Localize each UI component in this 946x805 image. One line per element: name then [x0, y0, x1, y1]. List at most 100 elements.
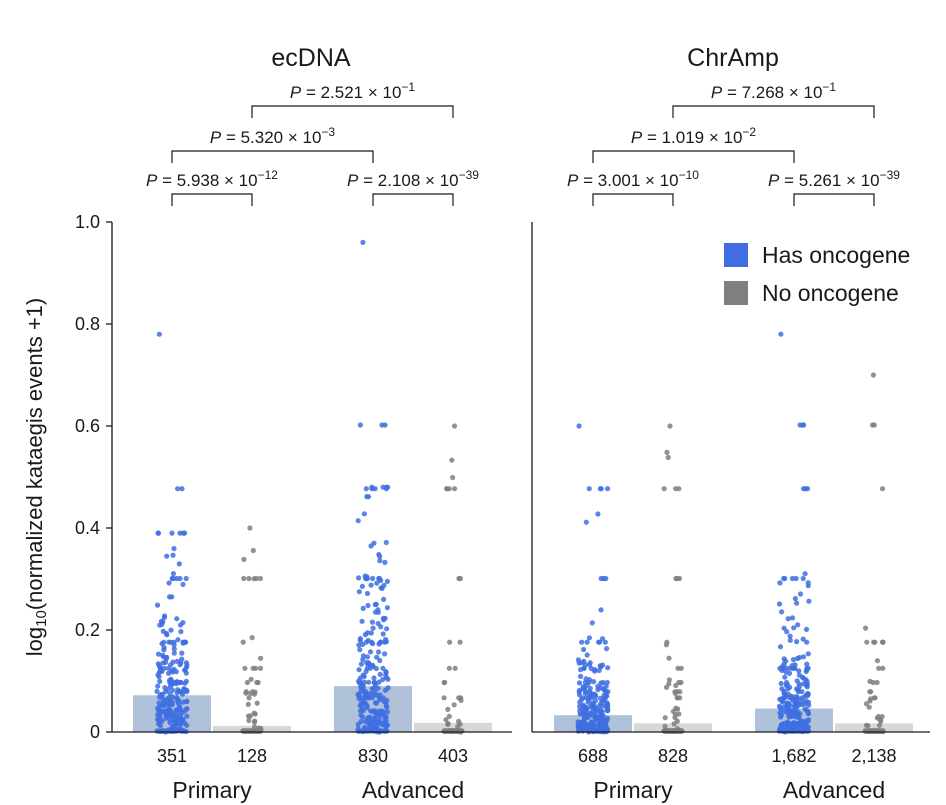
data-point: [871, 695, 877, 701]
data-point: [171, 639, 177, 645]
data-point: [777, 644, 784, 650]
data-point: [373, 601, 379, 607]
data-point: [376, 649, 382, 655]
data-point: [184, 662, 190, 668]
data-point: [171, 650, 177, 656]
data-point: [578, 697, 585, 703]
y-axis-label: log10(normalized kataegis events +1): [22, 298, 50, 656]
legend: Has oncogene No oncogene: [724, 242, 910, 306]
data-point: [678, 679, 684, 686]
data-point: [374, 580, 380, 586]
data-point: [181, 728, 187, 734]
data-point: [796, 684, 803, 690]
data-point: [157, 707, 163, 713]
data-point: [377, 692, 383, 698]
data-point: [600, 718, 607, 725]
data-point: [604, 486, 611, 492]
data-point: [376, 716, 382, 722]
data-point: [805, 651, 811, 657]
data-point: [675, 695, 681, 701]
data-point: [383, 714, 389, 720]
data-point: [870, 372, 877, 378]
data-point: [357, 422, 363, 428]
data-point: [581, 716, 588, 723]
data-point: [241, 575, 247, 582]
data-point: [359, 583, 365, 590]
data-point: [161, 703, 167, 709]
data-point: [356, 667, 362, 673]
data-point: [175, 637, 181, 643]
data-point: [789, 575, 796, 582]
data-point: [254, 679, 260, 686]
data-point: [600, 679, 606, 686]
data-point: [357, 647, 363, 653]
data-point: [155, 716, 161, 723]
data-point: [367, 714, 373, 720]
data-point: [250, 547, 256, 554]
data-point: [376, 641, 382, 647]
data-point: [805, 580, 811, 586]
data-point: [581, 708, 587, 714]
data-point: [597, 708, 603, 715]
data-point: [863, 722, 870, 728]
data-point: [249, 635, 255, 641]
data-point: [368, 582, 374, 588]
data-point: [604, 693, 610, 699]
panel-title: ChrAmp: [687, 44, 779, 72]
data-point: [794, 655, 801, 662]
data-point: [779, 686, 785, 692]
data-point: [173, 669, 179, 675]
data-point: [177, 622, 184, 628]
data-point: [788, 725, 794, 731]
data-point: [358, 661, 364, 667]
data-point: [359, 618, 365, 624]
data-point: [795, 689, 802, 695]
data-point: [584, 727, 590, 733]
data-point: [364, 660, 370, 666]
significance-brackets: P = 5.938 × 10−12 P = 2.108 × 10−39 P = 5.…: [146, 80, 900, 206]
data-point: [356, 642, 362, 648]
data-point: [778, 331, 784, 337]
data-point: [156, 700, 162, 706]
data-point: [159, 728, 165, 734]
data-point: [181, 639, 187, 645]
significance-bracket: [592, 193, 674, 206]
data-point: [583, 695, 589, 701]
data-point: [159, 641, 165, 647]
data-point: [156, 674, 162, 680]
data-point: [879, 714, 885, 720]
labels: 0 0.2 0.4 0.6 0.8 1.0 log10(normalized kataegi…: [22, 44, 897, 803]
data-point: [244, 679, 250, 686]
data-point: [676, 711, 682, 717]
data-point: [250, 665, 256, 671]
data-point: [676, 486, 682, 492]
data-point: [246, 575, 252, 582]
data-point: [789, 615, 796, 621]
data-point: [369, 619, 375, 625]
data-point: [791, 625, 797, 631]
legend-label-no-oncogene: No oncogene: [762, 280, 899, 306]
data-point: [163, 715, 169, 721]
data-point: [157, 678, 163, 685]
data-point: [800, 636, 806, 642]
data-point: [591, 679, 597, 685]
data-point: [171, 711, 177, 717]
data-point: [360, 685, 366, 691]
data-point: [166, 702, 172, 708]
data-point: [677, 689, 683, 695]
data-point: [596, 639, 602, 645]
data-point: [380, 665, 386, 671]
data-point: [802, 571, 808, 577]
data-point: [450, 474, 456, 481]
data-point: [601, 687, 608, 693]
data-point: [441, 728, 447, 734]
data-point: [779, 699, 786, 705]
data-point: [174, 658, 180, 664]
data-point: [447, 728, 453, 734]
data-point: [874, 715, 880, 721]
data-point: [179, 718, 185, 724]
data-point: [596, 667, 602, 674]
data-point: [383, 484, 390, 490]
significance-bracket: [592, 150, 795, 163]
data-point: [594, 728, 600, 734]
